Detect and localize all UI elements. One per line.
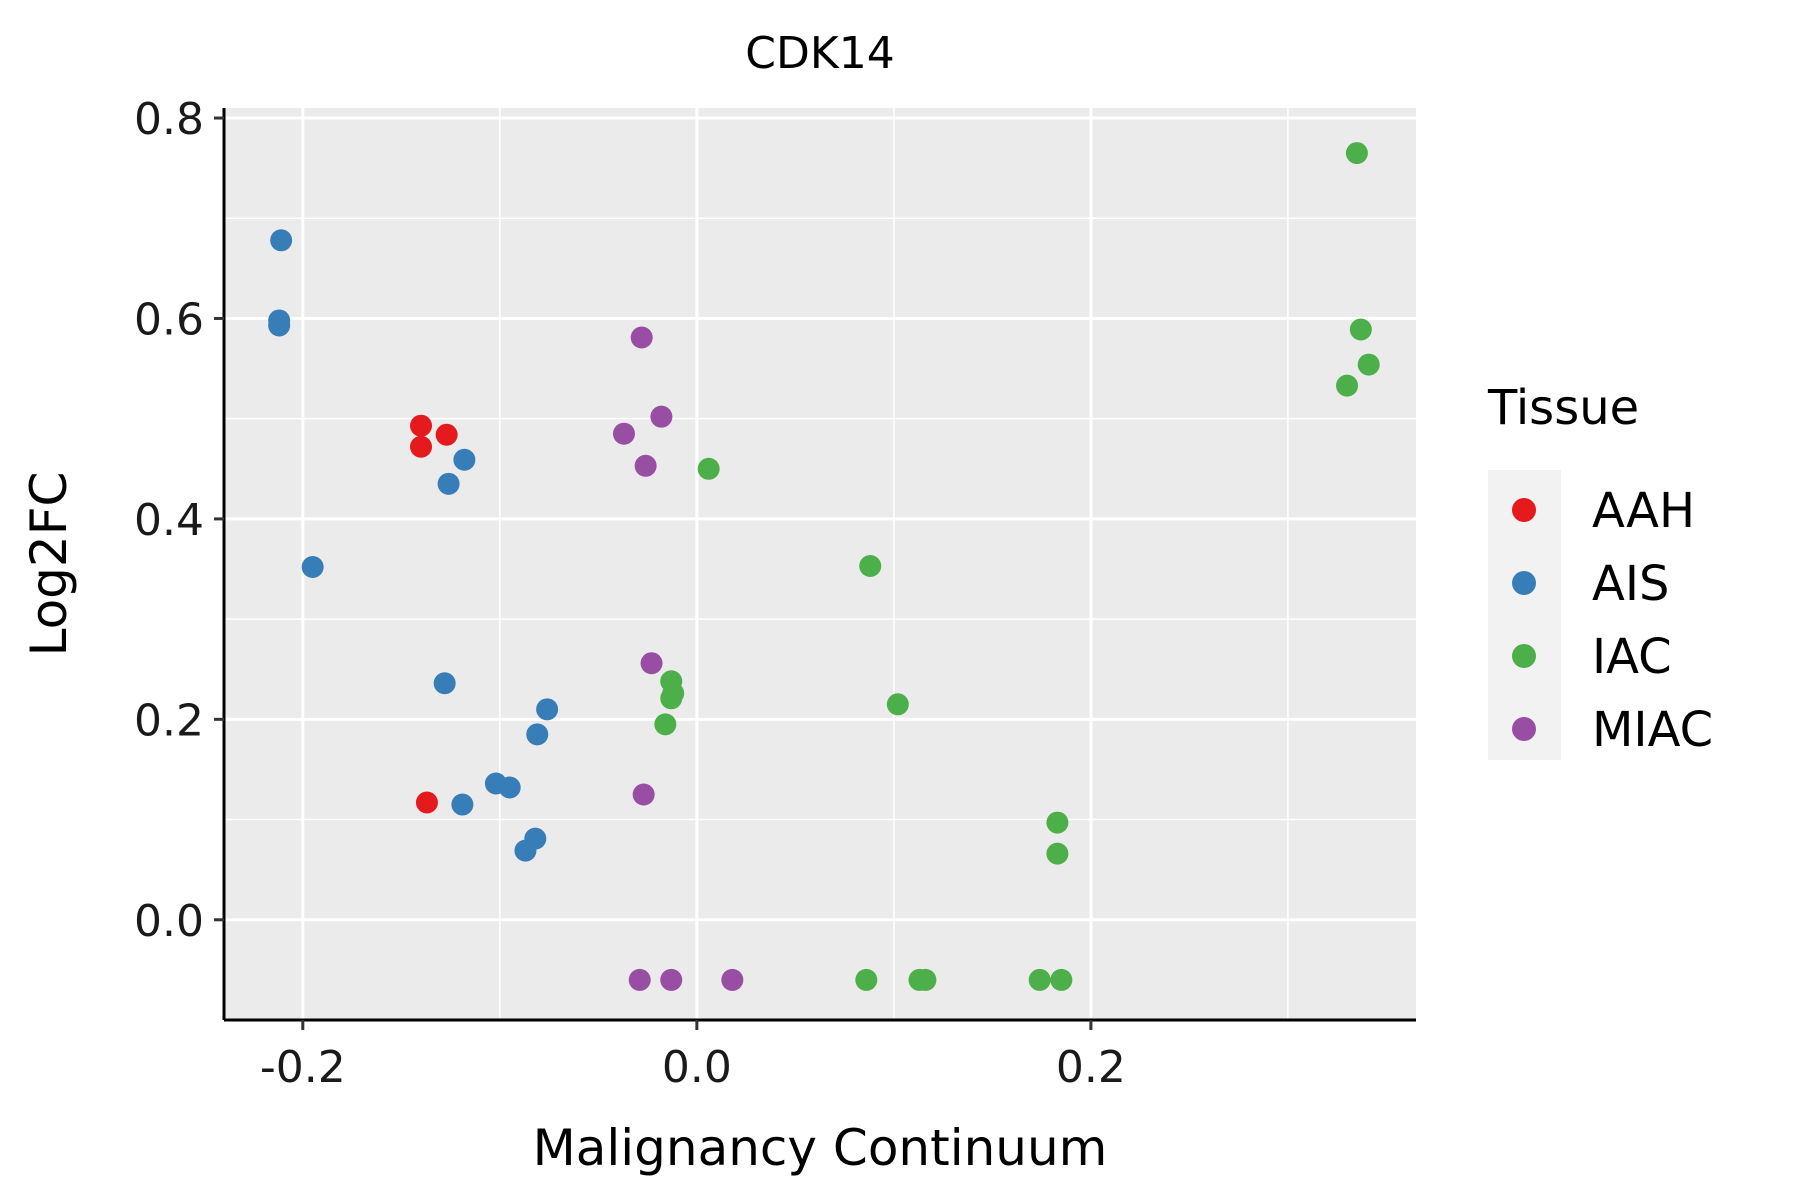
legend-title: Tissue [1487, 380, 1639, 436]
point-ais [437, 472, 460, 495]
point-miac [640, 652, 663, 675]
point-iac [1357, 353, 1380, 376]
point-miac [630, 326, 653, 349]
legend-label-ais: AIS [1592, 556, 1669, 612]
point-iac [1050, 968, 1073, 991]
point-ais [536, 698, 559, 721]
point-iac [1336, 374, 1359, 397]
legend-key-iac [1512, 644, 1536, 668]
legend-key-ais [1512, 571, 1536, 595]
point-iac [1046, 811, 1069, 834]
point-aah [410, 435, 433, 458]
point-ais [514, 839, 537, 862]
point-iac [697, 457, 720, 480]
point-iac [855, 968, 878, 991]
plot-area: -0.2 0.0 0.2 0.0 0.2 0.4 0.6 0.8 [134, 94, 1416, 1093]
y-tick-label: 0.8 [134, 94, 204, 145]
legend: Tissue AAH AIS IAC MIAC [1487, 380, 1713, 760]
point-miac [632, 783, 655, 806]
y-tick-label: 0.2 [134, 695, 204, 746]
point-iac [1345, 142, 1368, 165]
point-iac [654, 713, 677, 736]
point-miac [721, 968, 744, 991]
legend-label-miac: MIAC [1592, 702, 1713, 758]
y-axis-ticks: 0.0 0.2 0.4 0.6 0.8 [134, 94, 224, 947]
point-iac [660, 687, 683, 710]
point-iac [914, 968, 937, 991]
point-iac [1028, 968, 1051, 991]
y-tick-label: 0.4 [134, 495, 204, 546]
point-miac [660, 968, 683, 991]
point-iac [1349, 318, 1372, 341]
point-ais [268, 314, 291, 337]
legend-key-miac [1512, 717, 1536, 741]
point-ais [453, 448, 476, 471]
plot-panel [224, 108, 1416, 1020]
point-iac [859, 555, 882, 578]
y-tick-label: 0.6 [134, 294, 204, 345]
chart-title: CDK14 [745, 28, 894, 79]
x-axis-title: Malignancy Continuum [533, 1119, 1108, 1177]
point-ais [433, 672, 456, 695]
point-aah [415, 791, 438, 814]
legend-items: AAH AIS IAC MIAC [1512, 483, 1713, 758]
x-tick-label: -0.2 [260, 1042, 346, 1093]
point-ais [451, 793, 474, 816]
x-tick-label: 0.2 [1056, 1042, 1126, 1093]
point-ais [301, 556, 324, 579]
legend-label-iac: IAC [1592, 629, 1672, 685]
legend-key-aah [1512, 498, 1536, 522]
y-tick-label: 0.0 [134, 896, 204, 947]
point-miac [634, 454, 657, 477]
x-axis-ticks: -0.2 0.0 0.2 [260, 1020, 1126, 1093]
point-aah [435, 423, 458, 446]
point-iac [1046, 842, 1069, 865]
y-axis-title: Log2FC [20, 472, 78, 657]
data-points [268, 142, 1380, 991]
x-tick-label: 0.0 [662, 1042, 732, 1093]
point-miac [628, 968, 651, 991]
point-ais [270, 229, 293, 252]
point-ais [498, 776, 521, 799]
point-miac [612, 422, 635, 445]
legend-label-aah: AAH [1592, 483, 1695, 539]
point-aah [410, 414, 433, 437]
point-iac [886, 693, 909, 716]
point-miac [650, 405, 673, 428]
point-ais [526, 723, 549, 746]
